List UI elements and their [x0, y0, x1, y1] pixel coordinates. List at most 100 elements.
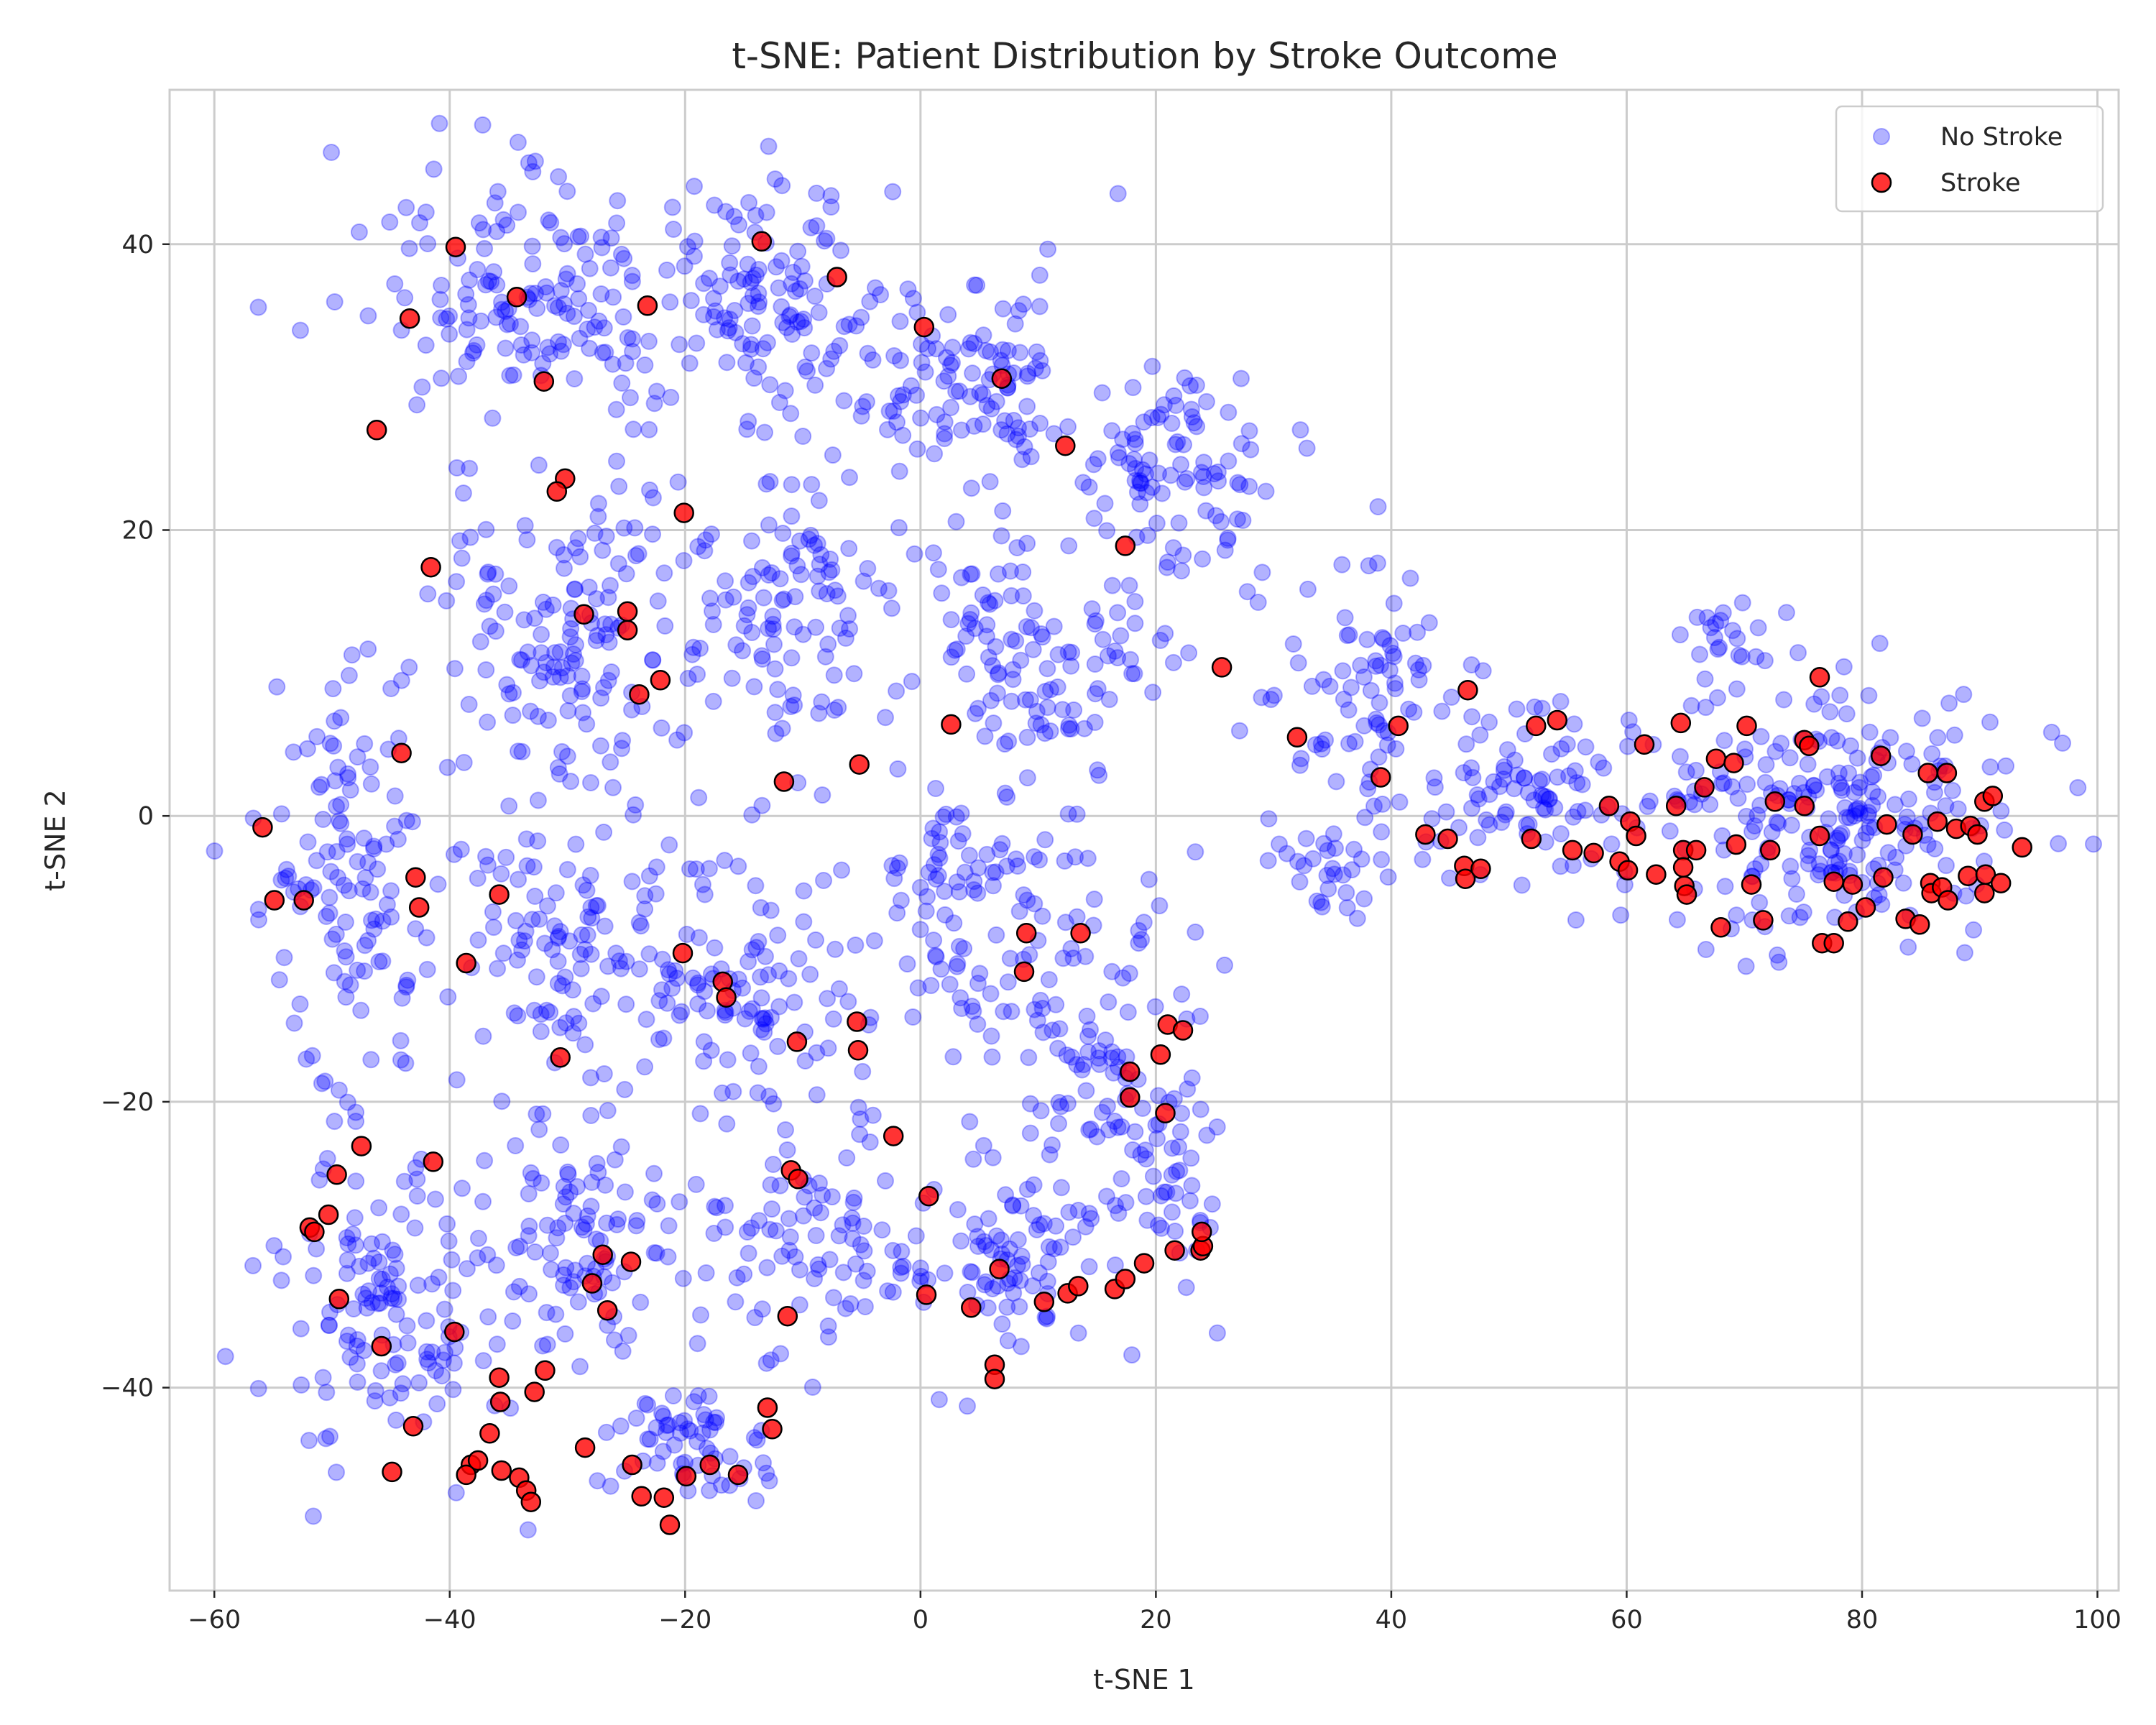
no-stroke-point — [783, 326, 801, 343]
no-stroke-point — [507, 1239, 525, 1256]
no-stroke-point — [965, 334, 983, 352]
no-stroke-point — [694, 1425, 711, 1442]
no-stroke-point — [1535, 799, 1552, 817]
no-stroke-point — [510, 870, 528, 888]
no-stroke-point — [747, 266, 765, 284]
no-stroke-point — [966, 620, 984, 638]
no-stroke-point — [1565, 808, 1583, 826]
no-stroke-point — [555, 295, 573, 313]
no-stroke-point — [594, 541, 612, 559]
no-stroke-point — [992, 527, 1010, 545]
no-stroke-point — [1087, 685, 1104, 703]
no-stroke-point — [1132, 1146, 1150, 1164]
no-stroke-point — [575, 1221, 593, 1239]
no-stroke-point — [1212, 512, 1230, 530]
no-stroke-point — [963, 1264, 981, 1282]
no-stroke-point — [1462, 656, 1480, 673]
no-stroke-point — [448, 1071, 466, 1089]
no-stroke-point — [409, 1276, 427, 1294]
no-stroke-point — [1126, 472, 1144, 489]
no-stroke-point — [576, 941, 594, 958]
no-stroke-point — [864, 351, 882, 369]
no-stroke-point — [1738, 807, 1755, 825]
no-stroke-point — [1790, 774, 1808, 792]
no-stroke-point — [1010, 302, 1028, 320]
no-stroke-point — [1114, 431, 1132, 448]
no-stroke-point — [1106, 1113, 1124, 1130]
no-stroke-point — [1192, 464, 1210, 482]
no-stroke-point — [1127, 459, 1144, 477]
no-stroke-point — [1012, 1338, 1030, 1356]
stroke-point — [631, 1486, 652, 1507]
no-stroke-point — [998, 788, 1016, 806]
no-stroke-point — [1031, 266, 1049, 284]
no-stroke-point — [597, 1423, 615, 1441]
no-stroke-point — [398, 1317, 416, 1335]
no-stroke-point — [479, 272, 497, 290]
no-stroke-point — [689, 974, 707, 992]
no-stroke-point — [696, 542, 714, 560]
no-stroke-point — [534, 1337, 552, 1355]
no-stroke-point — [557, 1259, 575, 1276]
no-stroke-point — [708, 1199, 726, 1217]
no-stroke-point — [1375, 630, 1393, 648]
stroke-point — [672, 942, 694, 964]
stroke-point — [293, 890, 314, 911]
no-stroke-point — [518, 857, 536, 875]
no-stroke-point — [348, 1337, 366, 1355]
no-stroke-point — [510, 932, 528, 949]
no-stroke-point — [1068, 1056, 1086, 1074]
no-stroke-point — [792, 566, 810, 584]
no-stroke-point — [574, 704, 591, 722]
no-stroke-point — [1886, 796, 1904, 814]
no-stroke-point — [1187, 377, 1205, 394]
no-stroke-point — [1164, 653, 1182, 671]
no-stroke-point — [644, 489, 662, 507]
no-stroke-point — [1163, 1203, 1181, 1221]
no-stroke-point — [476, 276, 494, 294]
stroke-point — [1823, 871, 1844, 892]
no-stroke-point — [1126, 431, 1144, 448]
no-stroke-point — [1195, 454, 1213, 472]
no-stroke-point — [696, 983, 714, 1000]
no-stroke-point — [1117, 1194, 1135, 1212]
no-stroke-point — [975, 1233, 993, 1251]
no-stroke-point — [589, 1164, 607, 1182]
no-stroke-point — [1818, 768, 1836, 786]
no-stroke-point — [1365, 797, 1383, 815]
no-stroke-point — [904, 1008, 922, 1026]
no-stroke-point — [795, 310, 813, 328]
no-stroke-point — [1068, 908, 1086, 926]
no-stroke-point — [606, 1151, 624, 1169]
no-stroke-point — [407, 920, 425, 938]
no-stroke-point — [1897, 742, 1915, 760]
no-stroke-point — [990, 565, 1007, 583]
no-stroke-point — [706, 1197, 724, 1215]
no-stroke-point — [444, 1282, 462, 1300]
no-stroke-point — [453, 1179, 471, 1197]
legend-label-no-stroke: No Stroke — [1940, 123, 2063, 152]
no-stroke-point — [980, 1210, 998, 1228]
stroke-point — [550, 1047, 571, 1068]
no-stroke-point — [861, 1133, 879, 1151]
no-stroke-point — [640, 332, 658, 350]
no-stroke-point — [1671, 626, 1689, 644]
no-stroke-point — [993, 834, 1011, 852]
no-stroke-point — [1737, 957, 1755, 975]
no-stroke-point — [717, 1197, 734, 1215]
no-stroke-point — [1105, 1064, 1123, 1082]
no-stroke-point — [338, 1093, 356, 1111]
no-stroke-point — [1356, 809, 1374, 827]
no-stroke-point — [408, 396, 426, 414]
no-stroke-point — [852, 1236, 870, 1254]
no-stroke-point — [852, 308, 870, 326]
no-stroke-point — [1381, 661, 1399, 679]
no-stroke-point — [706, 939, 724, 957]
no-stroke-point — [445, 1354, 463, 1372]
stroke-point — [1470, 858, 1491, 880]
no-stroke-point — [968, 276, 986, 294]
no-stroke-point — [1179, 1080, 1197, 1098]
no-stroke-point — [843, 1209, 861, 1227]
no-stroke-point — [1183, 1177, 1201, 1195]
no-stroke-point — [561, 628, 579, 646]
